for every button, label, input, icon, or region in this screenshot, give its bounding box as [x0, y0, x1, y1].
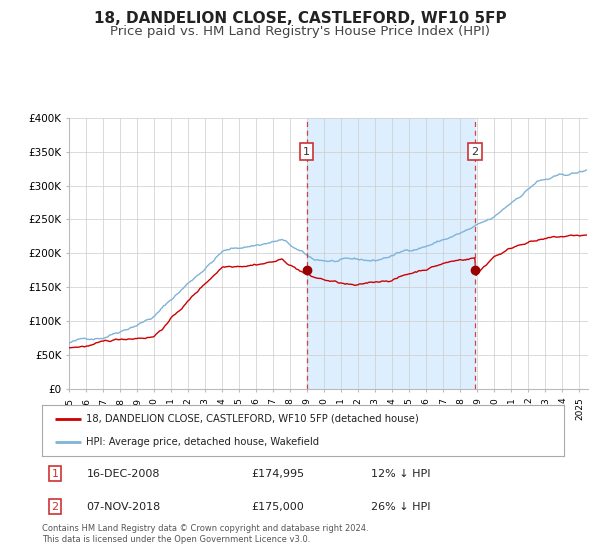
Text: 2: 2 [52, 502, 59, 512]
Text: Contains HM Land Registry data © Crown copyright and database right 2024.
This d: Contains HM Land Registry data © Crown c… [42, 524, 368, 544]
Text: 26% ↓ HPI: 26% ↓ HPI [371, 502, 430, 512]
Text: £174,995: £174,995 [251, 469, 304, 479]
Bar [307, 118, 475, 389]
Text: 07-NOV-2018: 07-NOV-2018 [86, 502, 161, 512]
Text: HPI: Average price, detached house, Wakefield: HPI: Average price, detached house, Wake… [86, 437, 319, 447]
Text: 1: 1 [303, 147, 310, 157]
Text: 2: 2 [471, 147, 478, 157]
Text: 18, DANDELION CLOSE, CASTLEFORD, WF10 5FP: 18, DANDELION CLOSE, CASTLEFORD, WF10 5F… [94, 11, 506, 26]
Text: 18, DANDELION CLOSE, CASTLEFORD, WF10 5FP (detached house): 18, DANDELION CLOSE, CASTLEFORD, WF10 5F… [86, 414, 419, 424]
Text: 1: 1 [52, 469, 59, 479]
Text: 12% ↓ HPI: 12% ↓ HPI [371, 469, 430, 479]
Text: Price paid vs. HM Land Registry's House Price Index (HPI): Price paid vs. HM Land Registry's House … [110, 25, 490, 38]
Text: £175,000: £175,000 [251, 502, 304, 512]
Text: 16-DEC-2008: 16-DEC-2008 [86, 469, 160, 479]
